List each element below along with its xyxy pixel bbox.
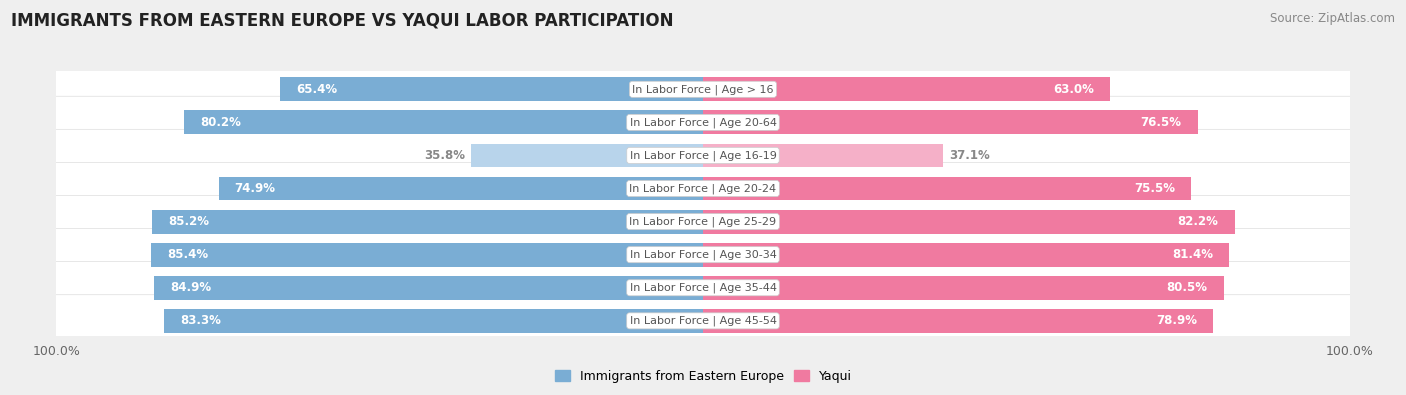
Text: In Labor Force | Age 20-64: In Labor Force | Age 20-64 (630, 117, 776, 128)
Text: 81.4%: 81.4% (1173, 248, 1213, 261)
Text: 82.2%: 82.2% (1178, 215, 1219, 228)
Bar (165, 309, 703, 333)
FancyBboxPatch shape (48, 96, 1358, 149)
Text: 85.4%: 85.4% (167, 248, 208, 261)
Bar (184, 111, 703, 134)
FancyBboxPatch shape (48, 196, 1358, 248)
Bar (150, 243, 703, 267)
FancyBboxPatch shape (48, 63, 1358, 115)
Text: 76.5%: 76.5% (1140, 116, 1181, 129)
Text: In Labor Force | Age 20-24: In Labor Force | Age 20-24 (630, 183, 776, 194)
Text: In Labor Force | Age > 16: In Labor Force | Age > 16 (633, 84, 773, 94)
Bar (280, 77, 703, 101)
Bar (703, 243, 1229, 267)
FancyBboxPatch shape (48, 162, 1358, 214)
Text: 37.1%: 37.1% (949, 149, 990, 162)
Bar (471, 143, 703, 167)
Text: 63.0%: 63.0% (1053, 83, 1094, 96)
Bar (703, 309, 1213, 333)
Text: IMMIGRANTS FROM EASTERN EUROPE VS YAQUI LABOR PARTICIPATION: IMMIGRANTS FROM EASTERN EUROPE VS YAQUI … (11, 12, 673, 30)
Text: 75.5%: 75.5% (1135, 182, 1175, 195)
Bar (703, 143, 943, 167)
Bar (703, 177, 1191, 200)
Text: In Labor Force | Age 16-19: In Labor Force | Age 16-19 (630, 150, 776, 161)
Text: 78.9%: 78.9% (1156, 314, 1197, 327)
Text: 83.3%: 83.3% (180, 314, 221, 327)
Text: In Labor Force | Age 30-34: In Labor Force | Age 30-34 (630, 250, 776, 260)
Bar (152, 210, 703, 233)
Text: In Labor Force | Age 25-29: In Labor Force | Age 25-29 (630, 216, 776, 227)
Text: 85.2%: 85.2% (169, 215, 209, 228)
Text: 80.2%: 80.2% (201, 116, 242, 129)
FancyBboxPatch shape (48, 295, 1358, 347)
Bar (703, 77, 1111, 101)
Text: 74.9%: 74.9% (235, 182, 276, 195)
Text: 65.4%: 65.4% (297, 83, 337, 96)
Text: 35.8%: 35.8% (425, 149, 465, 162)
Text: In Labor Force | Age 35-44: In Labor Force | Age 35-44 (630, 282, 776, 293)
Text: 80.5%: 80.5% (1167, 281, 1208, 294)
Text: 84.9%: 84.9% (170, 281, 211, 294)
FancyBboxPatch shape (48, 129, 1358, 182)
Bar (153, 276, 703, 300)
Bar (218, 177, 703, 200)
FancyBboxPatch shape (48, 229, 1358, 281)
Bar (703, 210, 1234, 233)
Bar (703, 276, 1223, 300)
Legend: Immigrants from Eastern Europe, Yaqui: Immigrants from Eastern Europe, Yaqui (550, 365, 856, 388)
FancyBboxPatch shape (48, 261, 1358, 314)
Text: In Labor Force | Age 45-54: In Labor Force | Age 45-54 (630, 316, 776, 326)
Bar (703, 111, 1198, 134)
Text: Source: ZipAtlas.com: Source: ZipAtlas.com (1270, 12, 1395, 25)
